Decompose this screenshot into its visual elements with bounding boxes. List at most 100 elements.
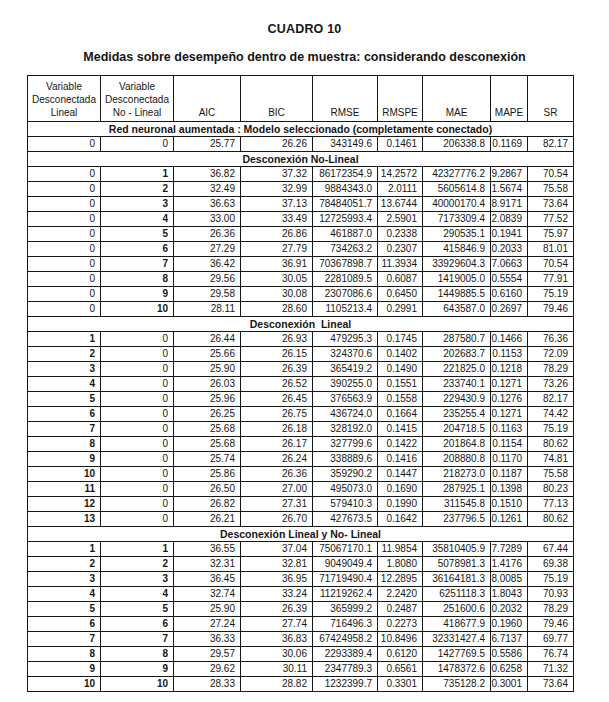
cell-mae: 287925.1 [423, 482, 491, 497]
table-row: 0232.4932.999884343.02.01115605614.81.56… [28, 182, 574, 197]
column-header-aic: AIC [174, 76, 241, 122]
cell-rmse: 2347789.3 [313, 662, 378, 677]
table-row: 3025.9026.39365419.20.1490221825.00.1218… [28, 362, 574, 377]
cell-aic: 36.42 [174, 257, 241, 272]
cell-rmse: 436724.0 [313, 407, 378, 422]
cell-sr: 73.26 [528, 377, 574, 392]
cell-mape: 0.3001 [491, 677, 528, 692]
cell-sr: 78.29 [528, 362, 574, 377]
cell-rmse: 78484051.7 [313, 197, 378, 212]
cell-variable-desconectada-no-lineal: 2 [101, 182, 174, 197]
cell-variable-desconectada-no-lineal: 8 [101, 647, 174, 662]
cell-bic: 26.17 [241, 437, 313, 452]
column-header-mape: MAPE [491, 76, 528, 122]
cell-sr: 76.74 [528, 647, 574, 662]
cell-sr: 73.64 [528, 197, 574, 212]
cell-bic: 30.05 [241, 272, 313, 287]
cell-aic: 32.31 [174, 557, 241, 572]
table-row: 0336.6337.1378484051.713.674440000170.48… [28, 197, 574, 212]
section-label-red-neuronal-aumentada-modelo-seleccionado-completamente-conectado: Red neuronal aumentada : Modelo seleccio… [28, 122, 574, 137]
cell-rmse: 1105213.4 [313, 302, 378, 317]
cell-bic: 27.31 [241, 497, 313, 512]
table-row: 6627.2427.74716496.30.2273418677.90.1960… [28, 617, 574, 632]
cell-rmspe: 11.3934 [378, 257, 423, 272]
cell-variable-desconectada-no-lineal: 0 [101, 482, 174, 497]
cell-rmspe: 0.6450 [378, 287, 423, 302]
cell-mape: 0.6160 [491, 287, 528, 302]
cell-aic: 27.24 [174, 617, 241, 632]
cell-variable-desconectada-no-lineal: 0 [101, 467, 174, 482]
cell-sr: 79.46 [528, 302, 574, 317]
cell-sr: 78.29 [528, 602, 574, 617]
cell-rmspe: 12.2895 [378, 572, 423, 587]
cell-variable-desconectada-lineal: 4 [28, 587, 101, 602]
cell-mae: 1478372.6 [423, 662, 491, 677]
cell-bic: 26.45 [241, 392, 313, 407]
cell-sr: 75.19 [528, 287, 574, 302]
cell-mae: 287580.7 [423, 332, 491, 347]
cell-mape: 7.7289 [491, 542, 528, 557]
cell-aic: 36.82 [174, 167, 241, 182]
cell-mae: 5078981.3 [423, 557, 491, 572]
cell-variable-desconectada-no-lineal: 7 [101, 257, 174, 272]
cell-aic: 36.33 [174, 632, 241, 647]
cell-bic: 28.82 [241, 677, 313, 692]
cell-mae: 1449885.5 [423, 287, 491, 302]
cell-rmse: 9884343.0 [313, 182, 378, 197]
cell-rmspe: 0.1690 [378, 482, 423, 497]
table-row: 3336.4536.9571719490.412.289536164181.38… [28, 572, 574, 587]
cell-mae: 643587.0 [423, 302, 491, 317]
cell-mape: 0.1154 [491, 437, 528, 452]
cell-variable-desconectada-lineal: 8 [28, 647, 101, 662]
cell-rmse: 734263.2 [313, 242, 378, 257]
cell-variable-desconectada-lineal: 0 [28, 272, 101, 287]
cell-mae: 206338.8 [423, 137, 491, 152]
cell-mape: 0.1398 [491, 482, 528, 497]
cell-bic: 26.18 [241, 422, 313, 437]
cell-rmse: 2307086.6 [313, 287, 378, 302]
cell-variable-desconectada-no-lineal: 9 [101, 287, 174, 302]
table-row: 11026.5027.00495073.00.1690287925.10.139… [28, 482, 574, 497]
cell-variable-desconectada-no-lineal: 3 [101, 197, 174, 212]
cell-aic: 26.03 [174, 377, 241, 392]
cell-sr: 74.42 [528, 407, 574, 422]
cell-variable-desconectada-lineal: 0 [28, 167, 101, 182]
cell-rmspe: 0.2338 [378, 227, 423, 242]
cell-variable-desconectada-lineal: 4 [28, 377, 101, 392]
cell-sr: 82.17 [528, 392, 574, 407]
cell-mae: 7173309.4 [423, 212, 491, 227]
cell-mape: 0.1169 [491, 137, 528, 152]
cell-aic: 26.50 [174, 482, 241, 497]
section-label-desconexi-n-no-lineal: Desconexión No-Lineal [28, 152, 574, 167]
table-row: 4432.7433.2411219262.42.24206251118.31.8… [28, 587, 574, 602]
cell-variable-desconectada-no-lineal: 6 [101, 617, 174, 632]
cell-rmse: 338889.6 [313, 452, 378, 467]
header-row: Variable Desconectada LinealVariable Des… [28, 76, 574, 122]
cell-variable-desconectada-no-lineal: 5 [101, 602, 174, 617]
cell-mape: 9.2867 [491, 167, 528, 182]
cell-rmse: 71719490.4 [313, 572, 378, 587]
cell-aic: 25.68 [174, 437, 241, 452]
cell-variable-desconectada-lineal: 0 [28, 227, 101, 242]
cell-rmspe: 0.1642 [378, 512, 423, 527]
cell-mape: 7.0663 [491, 257, 528, 272]
cell-mape: 0.1170 [491, 452, 528, 467]
cell-variable-desconectada-no-lineal: 0 [101, 362, 174, 377]
cell-sr: 75.19 [528, 572, 574, 587]
cell-mape: 0.6258 [491, 662, 528, 677]
cell-mae: 237796.5 [423, 512, 491, 527]
section-label-desconexi-n-lineal: Desconexión Lineal [28, 317, 574, 332]
cell-sr: 69.77 [528, 632, 574, 647]
cell-bic: 37.32 [241, 167, 313, 182]
cell-mape: 0.2033 [491, 242, 528, 257]
cell-aic: 25.68 [174, 422, 241, 437]
cell-rmse: 67424958.2 [313, 632, 378, 647]
cell-variable-desconectada-lineal: 0 [28, 257, 101, 272]
cell-sr: 75.58 [528, 467, 574, 482]
cell-variable-desconectada-lineal: 5 [28, 602, 101, 617]
cell-variable-desconectada-no-lineal: 0 [101, 422, 174, 437]
cell-mae: 204718.5 [423, 422, 491, 437]
cell-variable-desconectada-lineal: 2 [28, 347, 101, 362]
cell-aic: 25.96 [174, 392, 241, 407]
cell-rmse: 390255.0 [313, 377, 378, 392]
